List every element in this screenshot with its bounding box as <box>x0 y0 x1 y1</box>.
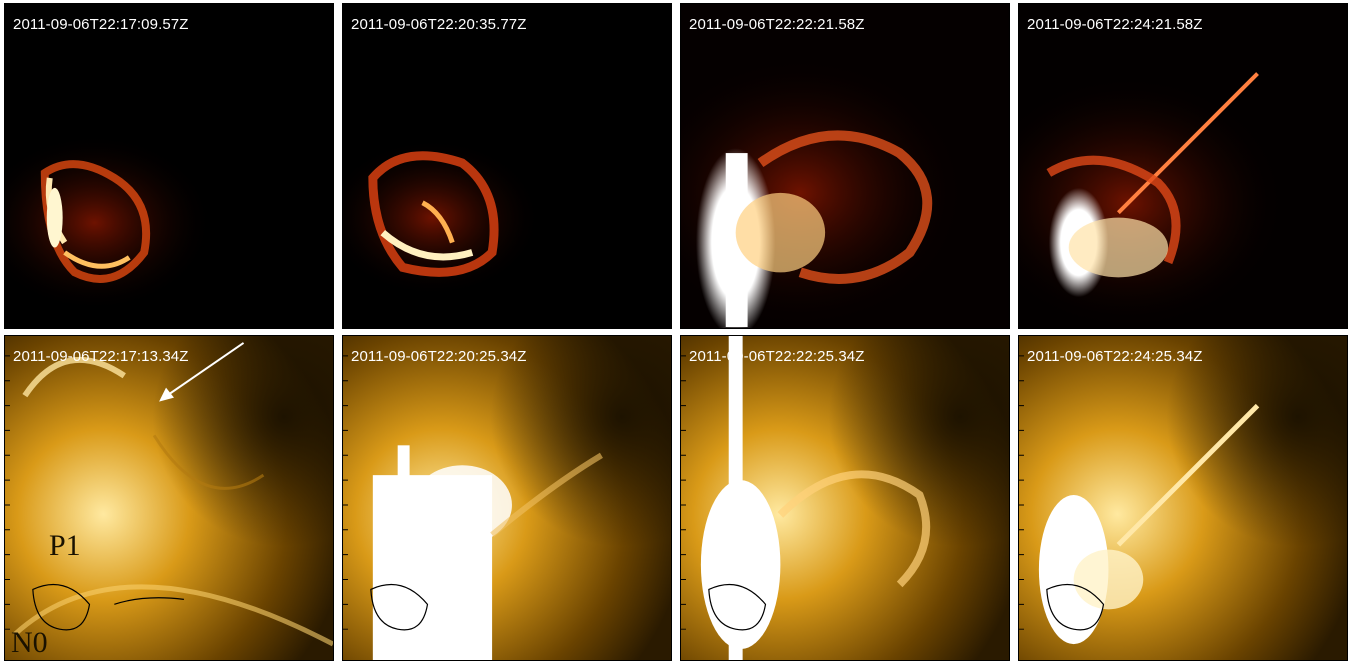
timestamp-label: 2011-09-06T22:17:09.57Z <box>13 16 189 33</box>
panel-bottom-1: 2011-09-06T22:17:13.34Z P1 N0 <box>4 335 334 661</box>
timestamp-label: 2011-09-06T22:24:25.34Z <box>1027 348 1203 365</box>
panel-bottom-4: 2011-09-06T22:24:25.34Z <box>1018 335 1348 661</box>
solar-image-red-2 <box>343 4 671 328</box>
timestamp-label: 2011-09-06T22:17:13.34Z <box>13 348 189 365</box>
solar-image-red-1 <box>5 4 333 328</box>
panel-top-3: 2011-09-06T22:22:21.58Z <box>680 3 1010 329</box>
region-label-p1: P1 <box>49 529 81 562</box>
timestamp-label: 2011-09-06T22:20:25.34Z <box>351 348 527 365</box>
panel-top-4: 2011-09-06T22:24:21.58Z <box>1018 3 1348 329</box>
panel-bottom-2: 2011-09-06T22:20:25.34Z <box>342 335 672 661</box>
panel-top-2: 2011-09-06T22:20:35.77Z <box>342 3 672 329</box>
timestamp-label: 2011-09-06T22:20:35.77Z <box>351 16 527 33</box>
solar-image-red-4 <box>1019 4 1347 328</box>
arrow-line <box>163 342 245 399</box>
solar-image-gold-2 <box>343 336 671 660</box>
panel-bottom-3: 2011-09-06T22:22:25.34Z <box>680 335 1010 661</box>
timestamp-label: 2011-09-06T22:22:21.58Z <box>689 16 865 33</box>
timestamp-label: 2011-09-06T22:22:25.34Z <box>689 348 865 365</box>
solar-image-gold-3 <box>681 336 1009 660</box>
arrow-head <box>159 387 174 402</box>
solar-image-gold-1 <box>5 336 333 660</box>
timestamp-label: 2011-09-06T22:24:21.58Z <box>1027 16 1203 33</box>
solar-image-gold-4 <box>1019 336 1347 660</box>
region-label-n0: N0 <box>11 626 48 659</box>
panel-top-1: 2011-09-06T22:17:09.57Z <box>4 3 334 329</box>
solar-image-red-3 <box>681 4 1009 328</box>
